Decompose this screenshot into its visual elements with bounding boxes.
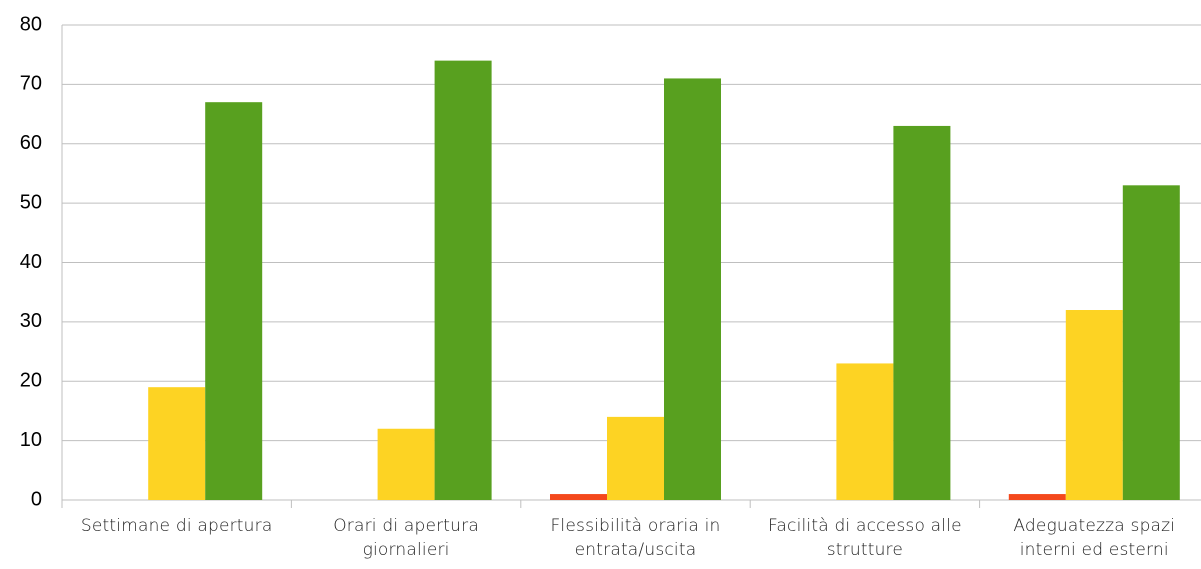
y-tick-label: 50	[20, 191, 42, 213]
y-tick-label: 80	[20, 13, 42, 35]
bar	[893, 125, 951, 500]
x-tick-label: Flessibilità oraria in entrata/uscita	[550, 516, 721, 560]
bar	[836, 363, 894, 500]
x-tick-label: Orari di apertura giornalieri	[333, 516, 479, 560]
bar	[664, 78, 721, 500]
x-tick-label: Settimane di apertura	[80, 516, 273, 536]
x-tick-label: Adeguatezza spazi interni ed esterni	[1013, 516, 1176, 560]
y-tick-label: 10	[20, 429, 42, 451]
bar	[434, 60, 492, 500]
bar	[550, 494, 607, 500]
bar	[1065, 310, 1123, 500]
y-tick-label: 40	[20, 251, 42, 273]
bar	[1008, 494, 1066, 500]
y-tick-label: 20	[20, 370, 42, 392]
bar	[205, 102, 263, 500]
bar	[1122, 185, 1180, 500]
y-tick-label: 70	[20, 73, 42, 95]
x-tick-label: Facilità di accesso alle strutture	[768, 516, 962, 560]
bar	[377, 428, 435, 500]
y-tick-label: 0	[31, 488, 42, 510]
y-tick-label: 30	[20, 310, 42, 332]
bar	[148, 387, 206, 500]
y-tick-label: 60	[20, 132, 42, 154]
bar	[607, 416, 664, 500]
